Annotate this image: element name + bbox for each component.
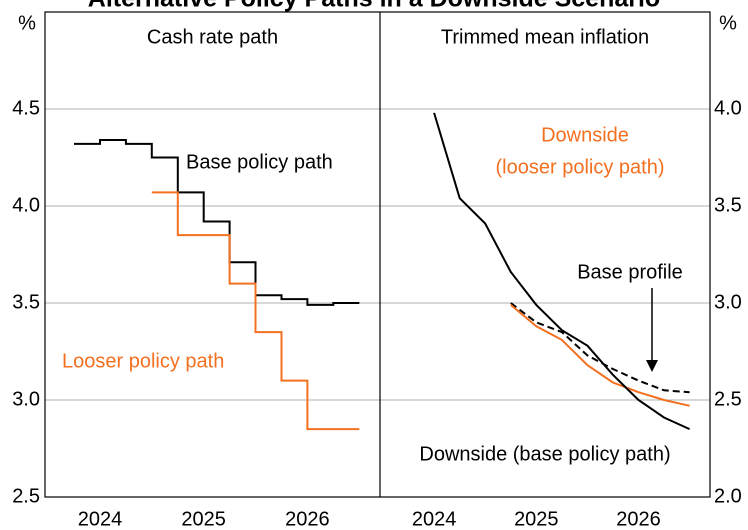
panel-title: Cash rate path (147, 26, 278, 48)
x-tick-label: 2025 (514, 508, 559, 530)
y-tick-label: 3.5 (714, 194, 742, 216)
y-tick-label: 2.5 (12, 485, 40, 507)
panel-title: Trimmed mean inflation (441, 26, 649, 48)
y-tick-label: 4.0 (12, 194, 40, 216)
annotation: Downside (541, 124, 629, 146)
y-axis-unit: % (719, 12, 737, 34)
x-tick-label: 2025 (181, 508, 226, 530)
frame (44, 11, 711, 498)
plots (45, 108, 710, 498)
y-tick-label: 3.0 (714, 291, 742, 313)
y-tick-label: 4.5 (12, 97, 40, 119)
y-axis-unit: % (18, 12, 36, 34)
chart-title: Alternative Policy Paths in a Downside S… (88, 0, 660, 13)
x-tick-label: 2026 (285, 508, 330, 530)
series-line (433, 112, 691, 431)
series-line (74, 139, 360, 306)
y-tick-label: 2.5 (714, 388, 742, 410)
series-label: Base profile (577, 261, 683, 283)
x-tick-label: 2024 (412, 508, 457, 530)
y-tick-label: 4.0 (714, 97, 742, 119)
series-line (510, 304, 690, 407)
annotation: (looser policy path) (496, 156, 665, 178)
series-line (151, 191, 360, 431)
series-line (510, 302, 690, 394)
y-tick-label: 3.5 (12, 291, 40, 313)
x-tick-label: 2026 (616, 508, 661, 530)
series-label: Looser policy path (62, 350, 224, 372)
x-tick-label: 2024 (78, 508, 123, 530)
series-label: Base policy path (186, 151, 333, 173)
y-tick-label: 2.0 (714, 485, 742, 507)
series-label: Downside (base policy path) (419, 443, 670, 465)
y-tick-label: 3.0 (12, 388, 40, 410)
arrow-head (646, 360, 658, 372)
